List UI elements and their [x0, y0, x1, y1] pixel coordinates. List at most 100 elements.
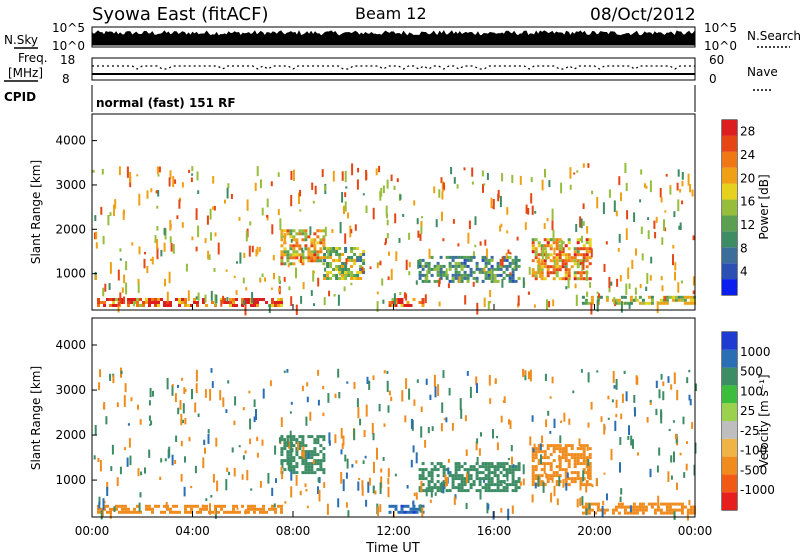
data-cell: [561, 456, 565, 460]
data-cell: [563, 412, 566, 422]
data-cell: [582, 256, 586, 260]
data-cell: [466, 258, 470, 262]
data-cell: [256, 298, 259, 301]
data-cell: [280, 298, 283, 301]
data-cell: [427, 261, 431, 265]
data-cell: [499, 483, 503, 487]
data-cell: [454, 474, 458, 478]
data-cell: [324, 267, 327, 272]
data-cell: [579, 453, 583, 457]
data-cell: [665, 301, 669, 305]
power-colorbar-swatch: [722, 247, 737, 264]
data-cell: [546, 480, 550, 484]
data-cell: [250, 304, 253, 307]
data-cell: [313, 459, 317, 463]
data-cell: [157, 304, 160, 307]
data-cell: [552, 268, 556, 272]
data-cell: [397, 510, 401, 514]
data-cell: [567, 256, 571, 260]
data-cell: [448, 471, 452, 475]
data-cell: [384, 242, 387, 246]
data-cell: [121, 504, 124, 508]
data-cell: [199, 507, 202, 511]
data-cell: [289, 430, 292, 440]
data-cell: [552, 229, 555, 241]
data-cell: [385, 238, 387, 244]
data-cell: [264, 277, 266, 282]
data-cell: [116, 477, 119, 487]
data-cell: [139, 304, 142, 307]
data-cell: [445, 276, 449, 280]
data-cell: [519, 175, 522, 185]
data-cell: [641, 253, 644, 261]
data-cell: [304, 244, 308, 248]
freq-label-1: Freq.: [18, 51, 48, 65]
data-cell: [540, 262, 544, 266]
data-cell: [620, 295, 624, 299]
velocity-colorbar-swatch: [722, 349, 737, 368]
data-cell: [266, 214, 269, 218]
velocity-colorbar-swatch: [722, 474, 737, 493]
data-cell: [503, 396, 506, 404]
data-cell: [286, 256, 290, 260]
data-cell: [292, 444, 296, 448]
data-cell: [549, 253, 553, 257]
data-cell: [463, 468, 467, 472]
data-cell: [400, 304, 404, 307]
data-cell: [223, 504, 226, 508]
data-cell: [434, 492, 437, 496]
data-cell: [353, 259, 357, 262]
data-cell: [290, 239, 293, 243]
data-cell: [454, 276, 458, 280]
data-cell: [506, 230, 509, 234]
data-cell: [658, 389, 661, 399]
data-cell: [421, 477, 425, 481]
data-cell: [442, 471, 446, 475]
data-cell: [299, 209, 302, 212]
data-cell: [310, 256, 314, 260]
data-cell: [277, 304, 280, 307]
data-cell: [419, 504, 422, 513]
data-cell: [313, 253, 317, 257]
data-cell: [561, 247, 565, 251]
data-cell: [326, 271, 330, 274]
data-cell: [394, 298, 398, 301]
data-cell: [582, 450, 586, 454]
data-cell: [496, 489, 500, 493]
data-cell: [318, 489, 321, 502]
data-cell: [569, 184, 572, 190]
data-cell: [555, 444, 559, 448]
data-cell: [261, 273, 264, 277]
data-cell: [502, 255, 506, 259]
data-cell: [531, 415, 534, 422]
data-cell: [288, 463, 291, 472]
data-cell: [115, 504, 118, 508]
data-cell: [295, 267, 297, 279]
data-cell: [127, 304, 130, 307]
data-cell: [439, 276, 443, 280]
data-cell: [623, 508, 627, 512]
data-cell: [493, 279, 497, 283]
data-cell: [206, 215, 209, 225]
data-cell: [451, 480, 455, 484]
data-cell: [149, 423, 152, 426]
data-cell: [537, 241, 541, 245]
data-cell: [322, 435, 326, 439]
data-cell: [430, 255, 434, 259]
data-cell: [119, 292, 122, 304]
data-cell: [508, 276, 512, 280]
data-cell: [457, 489, 461, 493]
data-cell: [543, 450, 547, 454]
data-cell: [618, 233, 621, 243]
data-cell: [236, 261, 238, 264]
data-cell: [505, 267, 509, 271]
data-cell: [469, 474, 473, 478]
data-cell: [463, 264, 467, 268]
data-cell: [399, 292, 402, 295]
data-cell: [120, 370, 123, 375]
data-cell: [433, 186, 436, 194]
data-cell: [362, 193, 365, 196]
data-cell: [241, 474, 244, 480]
data-cell: [677, 295, 681, 299]
data-cell: [95, 274, 97, 280]
